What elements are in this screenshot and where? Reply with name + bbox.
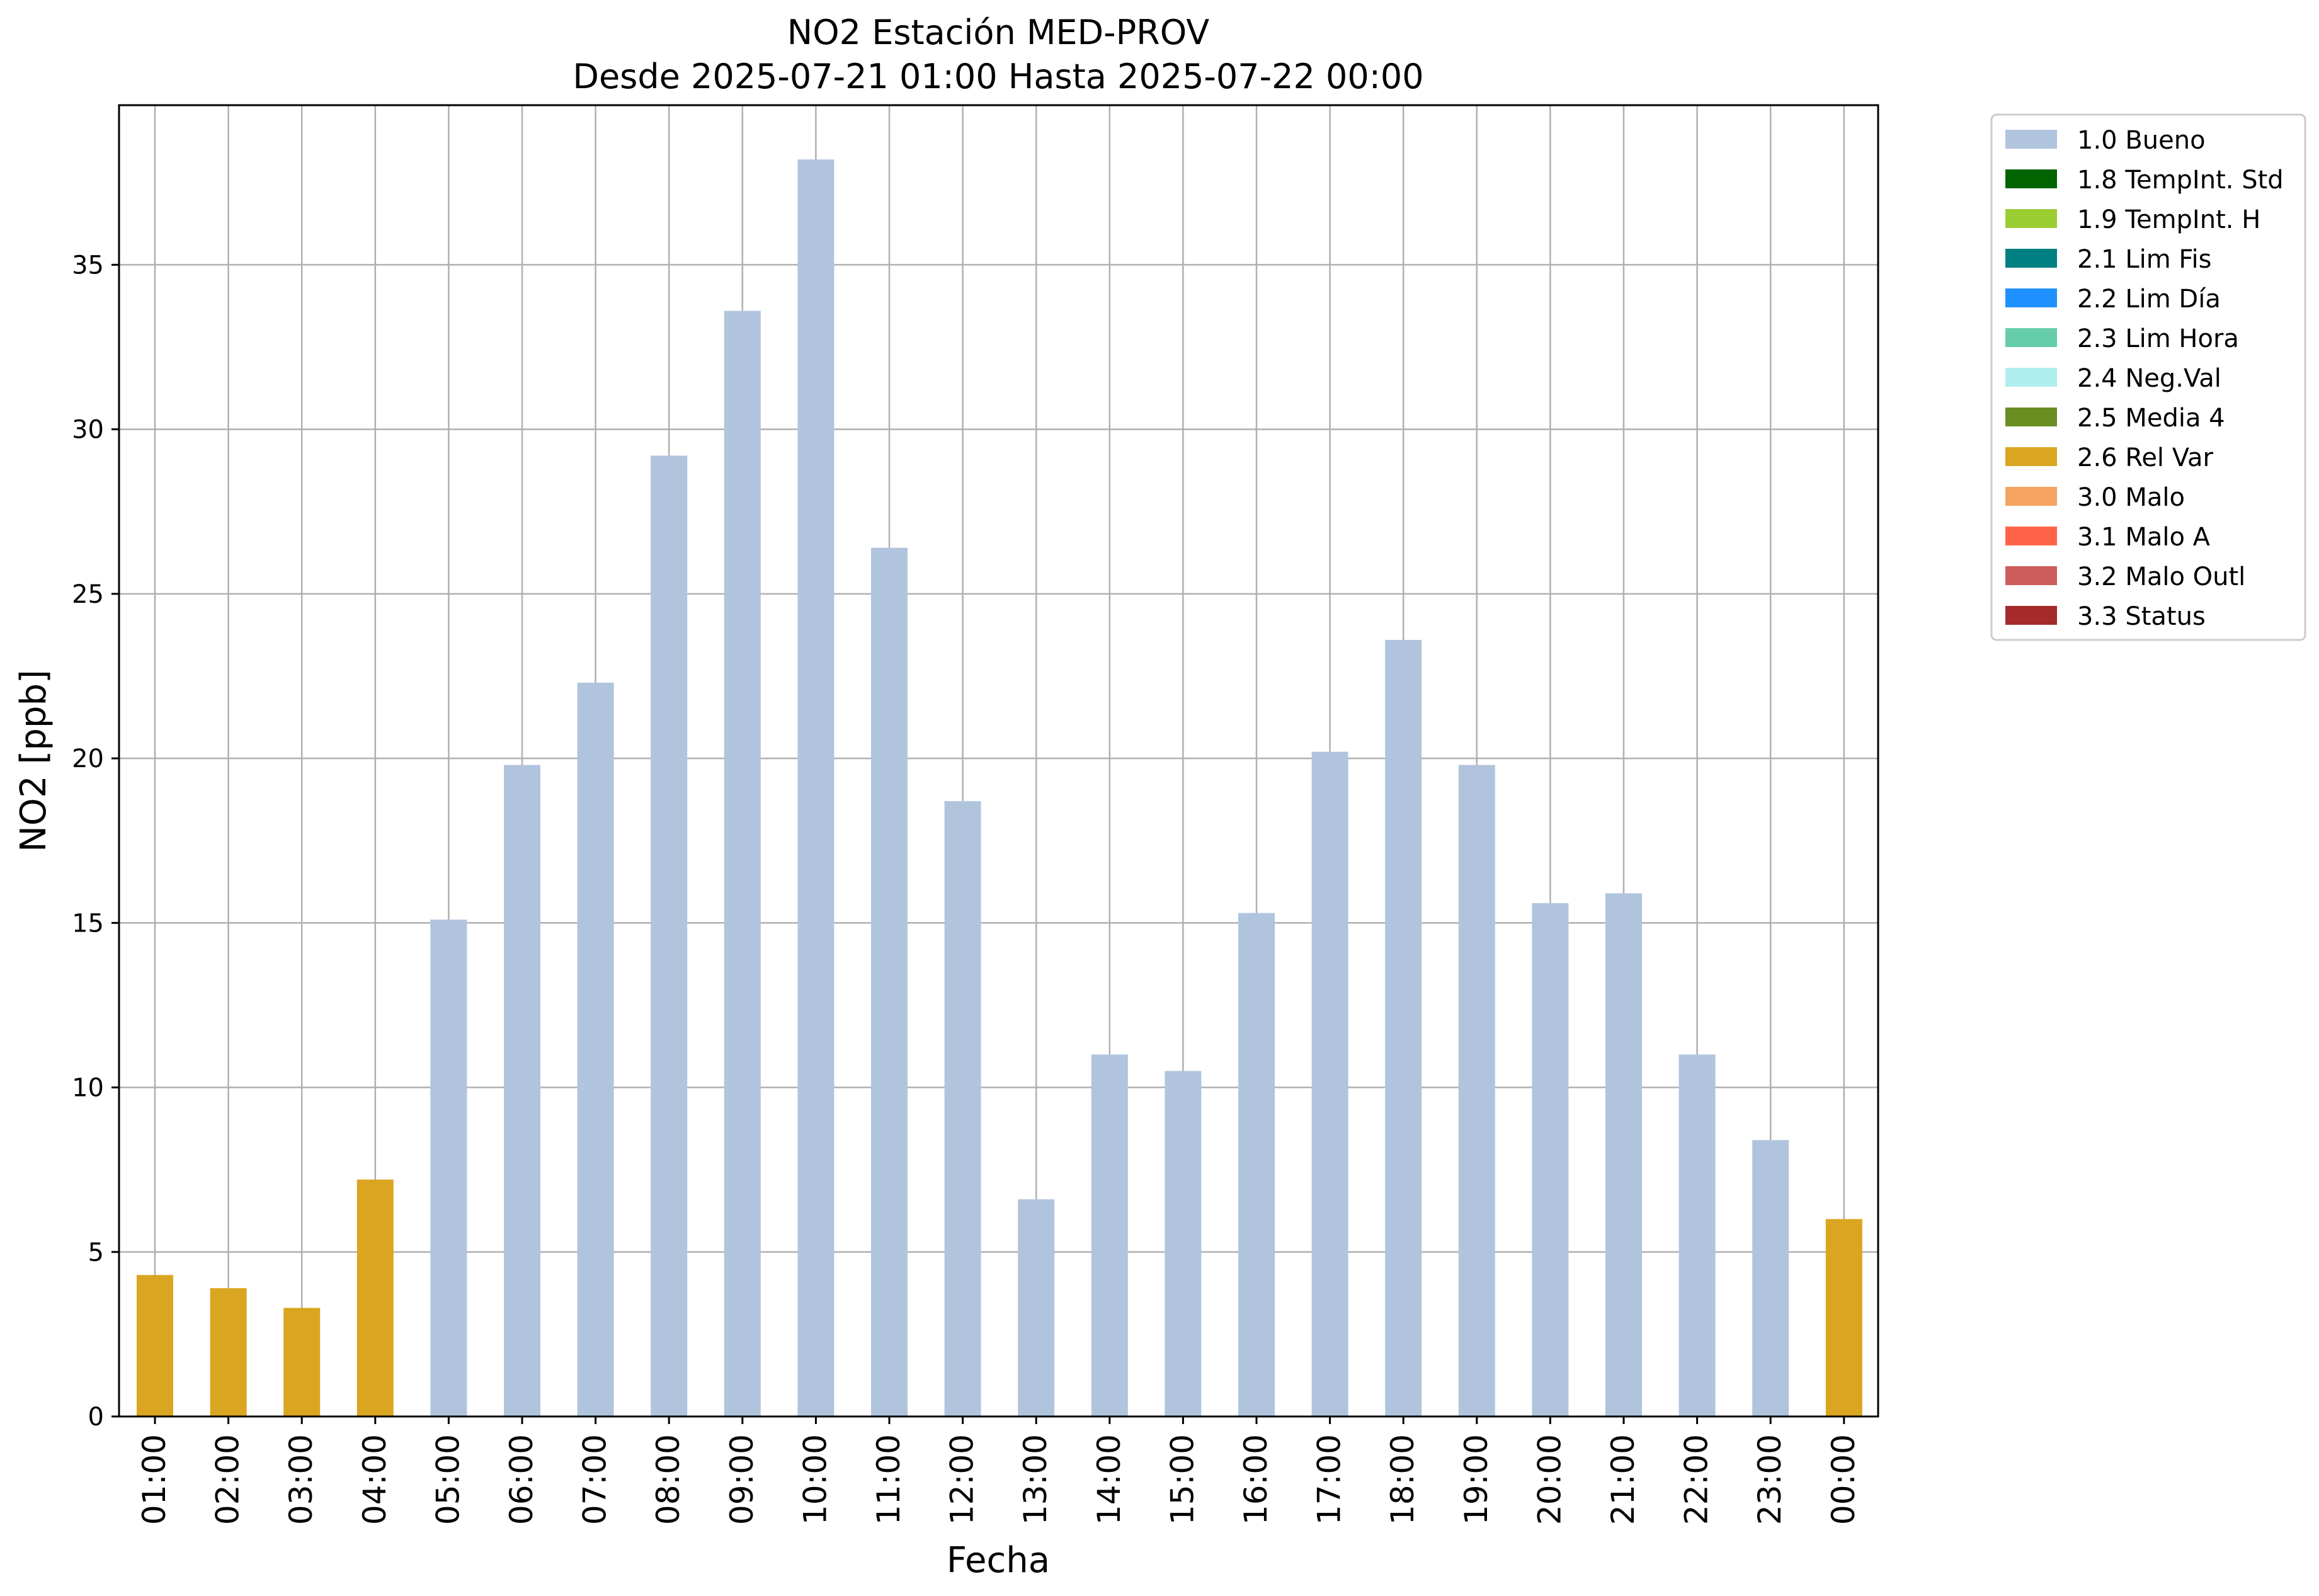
bar	[283, 1308, 321, 1416]
bar	[797, 159, 835, 1416]
y-tick-label: 0	[88, 1403, 104, 1432]
x-tick-label: 02:00	[210, 1434, 246, 1525]
x-tick-label: 00:00	[1825, 1434, 1862, 1525]
chart-title: NO2 Estación MED-PROV	[787, 13, 1209, 52]
bar	[944, 801, 981, 1416]
x-tick-label: 04:00	[356, 1434, 393, 1525]
legend-swatch	[2005, 328, 2057, 347]
legend-swatch	[2005, 368, 2057, 387]
legend-swatch	[2005, 487, 2057, 506]
bar	[1018, 1199, 1055, 1416]
y-tick-label: 30	[72, 416, 104, 445]
y-tick-label: 10	[72, 1074, 104, 1103]
bar	[430, 920, 467, 1416]
bar	[724, 311, 761, 1417]
bar	[871, 547, 908, 1416]
legend-label: 3.0 Malo	[2077, 483, 2185, 512]
y-tick-label: 25	[72, 580, 104, 609]
x-axis-ticks: 01:00 02:00 03:00 04:00 05:00 06:00 07:00 08:00…	[136, 1416, 1862, 1525]
x-tick-label: 11:00	[870, 1434, 907, 1525]
x-tick-label: 16:00	[1238, 1434, 1274, 1525]
x-tick-label: 03:00	[283, 1434, 319, 1525]
bar	[1825, 1219, 1862, 1416]
y-tick-label: 35	[72, 251, 104, 280]
y-tick-label: 15	[72, 909, 104, 938]
legend-label: 1.9 TempInt. H	[2077, 205, 2260, 234]
bar	[1532, 903, 1569, 1416]
bar	[1385, 639, 1422, 1416]
legend-label: 3.3 Status	[2077, 602, 2206, 631]
x-tick-label: 01:00	[136, 1434, 173, 1525]
x-tick-label: 20:00	[1531, 1434, 1568, 1525]
legend-items: 1.0 Bueno 1.8 TempInt. Std 1.9 TempInt. H 2…	[2005, 126, 2284, 631]
y-axis-label: NO2 [ppb]	[13, 670, 54, 852]
legend-label: 2.2 Lim Día	[2077, 285, 2221, 314]
x-tick-label: 06:00	[503, 1434, 540, 1525]
bars	[137, 159, 1862, 1417]
bar	[504, 765, 540, 1416]
legend-label: 2.3 Lim Hora	[2077, 324, 2239, 353]
y-tick-label: 5	[88, 1238, 104, 1267]
legend-swatch	[2005, 447, 2057, 466]
bar	[1752, 1140, 1789, 1416]
x-tick-label: 09:00	[724, 1434, 760, 1525]
legend-label: 2.6 Rel Var	[2077, 443, 2214, 472]
legend-swatch	[2005, 130, 2057, 149]
legend-swatch	[2005, 408, 2057, 426]
legend: 1.0 Bueno 1.8 TempInt. Std 1.9 TempInt. H 2…	[1990, 113, 2306, 641]
legend-frame	[1990, 113, 2306, 641]
x-tick-label: 12:00	[944, 1434, 981, 1525]
x-tick-label: 22:00	[1678, 1434, 1715, 1525]
x-tick-label: 18:00	[1384, 1434, 1421, 1525]
x-tick-label: 15:00	[1164, 1434, 1200, 1525]
bar	[1678, 1054, 1716, 1416]
legend-label: 2.5 Media 4	[2077, 404, 2225, 433]
legend-label: 1.8 TempInt. Std	[2077, 166, 2284, 195]
x-tick-label: 13:00	[1017, 1434, 1054, 1525]
x-tick-label: 23:00	[1752, 1434, 1788, 1525]
legend-label: 3.1 Malo A	[2077, 523, 2211, 552]
legend-swatch	[2005, 169, 2057, 188]
legend-swatch	[2005, 288, 2057, 307]
legend-label: 2.4 Neg.Val	[2077, 364, 2221, 393]
bar	[356, 1179, 394, 1416]
bar	[1605, 893, 1642, 1416]
legend-swatch	[2005, 249, 2057, 268]
legend-label: 2.1 Lim Fis	[2077, 245, 2211, 274]
bar	[210, 1288, 247, 1416]
legend-label: 3.2 Malo Outl	[2077, 562, 2245, 591]
y-axis-ticks: 0 5 10 15 20 25 30 35	[72, 251, 119, 1432]
x-tick-label: 14:00	[1091, 1434, 1127, 1525]
legend-swatch	[2005, 606, 2057, 625]
legend-swatch	[2005, 209, 2057, 228]
legend-swatch	[2005, 566, 2057, 585]
x-tick-label: 08:00	[650, 1434, 687, 1525]
plot-frame	[118, 104, 1879, 1418]
x-tick-label: 07:00	[577, 1434, 613, 1525]
bar	[1165, 1071, 1202, 1416]
bar	[137, 1275, 173, 1416]
legend-label: 1.0 Bueno	[2077, 126, 2206, 155]
legend-swatch	[2005, 527, 2057, 545]
bar	[1091, 1054, 1128, 1416]
bar	[1311, 751, 1348, 1416]
x-tick-label: 17:00	[1311, 1434, 1348, 1525]
chart-subtitle: Desde 2025-07-21 01:00 Hasta 2025-07-22 …	[573, 57, 1423, 96]
bar	[577, 682, 614, 1416]
y-tick-label: 20	[72, 744, 104, 773]
x-tick-label: 21:00	[1605, 1434, 1641, 1525]
bar	[1238, 913, 1275, 1416]
x-tick-label: 05:00	[430, 1434, 466, 1525]
bar	[651, 455, 688, 1416]
x-tick-label: 10:00	[797, 1434, 833, 1525]
x-axis-label: Fecha	[947, 1540, 1050, 1581]
x-tick-label: 19:00	[1458, 1434, 1495, 1525]
bar	[1458, 765, 1495, 1416]
